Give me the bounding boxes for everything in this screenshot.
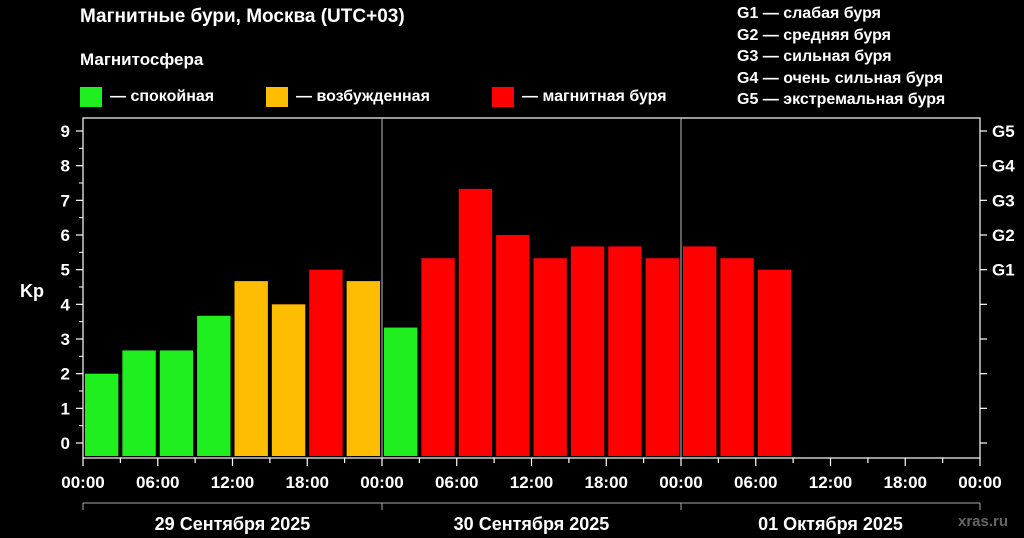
x-tick-label: 12:00 <box>510 473 553 492</box>
day-label: 29 Сентября 2025 <box>155 514 311 534</box>
kp-bar <box>384 327 418 456</box>
g-level-label: G1 <box>992 261 1015 280</box>
x-tick-label: 00:00 <box>360 473 403 492</box>
y-tick-label: 5 <box>61 261 70 280</box>
g-scale-g4: G4 — очень сильная буря <box>737 69 944 87</box>
legend-label-excited: — возбужденная <box>296 88 430 105</box>
kp-bar <box>645 258 679 456</box>
y-tick-label: 4 <box>61 295 71 314</box>
kp-bar <box>421 258 455 456</box>
legend-item-excited: — возбужденная <box>266 86 430 108</box>
g-level-label: G5 <box>992 122 1015 141</box>
y-tick-label: 6 <box>61 226 70 245</box>
y-tick-label: 9 <box>61 122 70 141</box>
legend-title: Магнитосфера <box>80 50 204 69</box>
y-tick-label: 1 <box>61 399 70 418</box>
day-label: 01 Октября 2025 <box>758 514 903 534</box>
y-tick-label: 7 <box>61 191 70 210</box>
watermark: xras.ru <box>958 513 1009 530</box>
g-level-label: G2 <box>992 226 1015 245</box>
legend-label-calm: — спокойная <box>110 88 215 105</box>
y-tick-label: 3 <box>61 330 70 349</box>
legend-swatch-calm <box>80 87 102 107</box>
x-tick-label: 00:00 <box>958 473 1001 492</box>
y-tick-label: 0 <box>61 434 70 453</box>
x-tick-label: 18:00 <box>585 473 628 492</box>
y-tick-label: 8 <box>61 157 70 176</box>
kp-bar <box>271 304 306 456</box>
kp-bar <box>757 269 792 456</box>
legend-swatch-storm <box>492 87 514 107</box>
x-tick-label: 12:00 <box>809 473 852 492</box>
y-tick-label: 2 <box>61 365 70 384</box>
kp-bar <box>122 350 156 456</box>
g-level-label: G3 <box>992 191 1015 210</box>
x-tick-label: 00:00 <box>659 473 702 492</box>
kp-bar <box>608 246 642 456</box>
kp-bar <box>85 373 119 456</box>
g-scale-legend: G1 — слабая буря G2 — средняя буря G3 — … <box>737 3 945 111</box>
kp-bar <box>346 281 380 456</box>
x-tick-label: 00:00 <box>61 473 104 492</box>
g-scale-g3: G3 — сильная буря <box>737 48 892 66</box>
g-scale-g2: G2 — средняя буря <box>737 26 891 44</box>
x-tick-label: 12:00 <box>211 473 254 492</box>
x-tick-label: 18:00 <box>884 473 927 492</box>
kp-bar <box>533 258 567 456</box>
x-tick-label: 06:00 <box>435 473 478 492</box>
g-scale-g5: G5 — экстремальная буря <box>737 91 946 109</box>
kp-bar <box>197 315 231 456</box>
legend-item-calm: — спокойная <box>80 86 214 108</box>
kp-bar <box>720 258 754 456</box>
kp-bar <box>570 246 605 456</box>
x-tick-label: 18:00 <box>286 473 329 492</box>
legend-item-storm: — магнитная буря <box>492 86 667 108</box>
legend-swatch-excited <box>266 87 288 107</box>
kp-bar <box>309 269 343 456</box>
chart-title: Магнитные бури, Москва (UTC+03) <box>80 6 405 27</box>
y-axis-label: Kp <box>20 281 44 301</box>
kp-bar <box>496 235 530 456</box>
x-tick-label: 06:00 <box>734 473 777 492</box>
g-level-label: G4 <box>992 157 1015 176</box>
kp-bar <box>159 350 194 456</box>
kp-bar <box>234 281 268 456</box>
x-tick-label: 06:00 <box>136 473 179 492</box>
day-label: 30 Сентября 2025 <box>454 514 610 534</box>
kp-bar <box>458 188 493 457</box>
kp-bar <box>683 246 717 456</box>
g-scale-g1: G1 — слабая буря <box>737 5 882 22</box>
legend-label-storm: — магнитная буря <box>522 88 667 105</box>
